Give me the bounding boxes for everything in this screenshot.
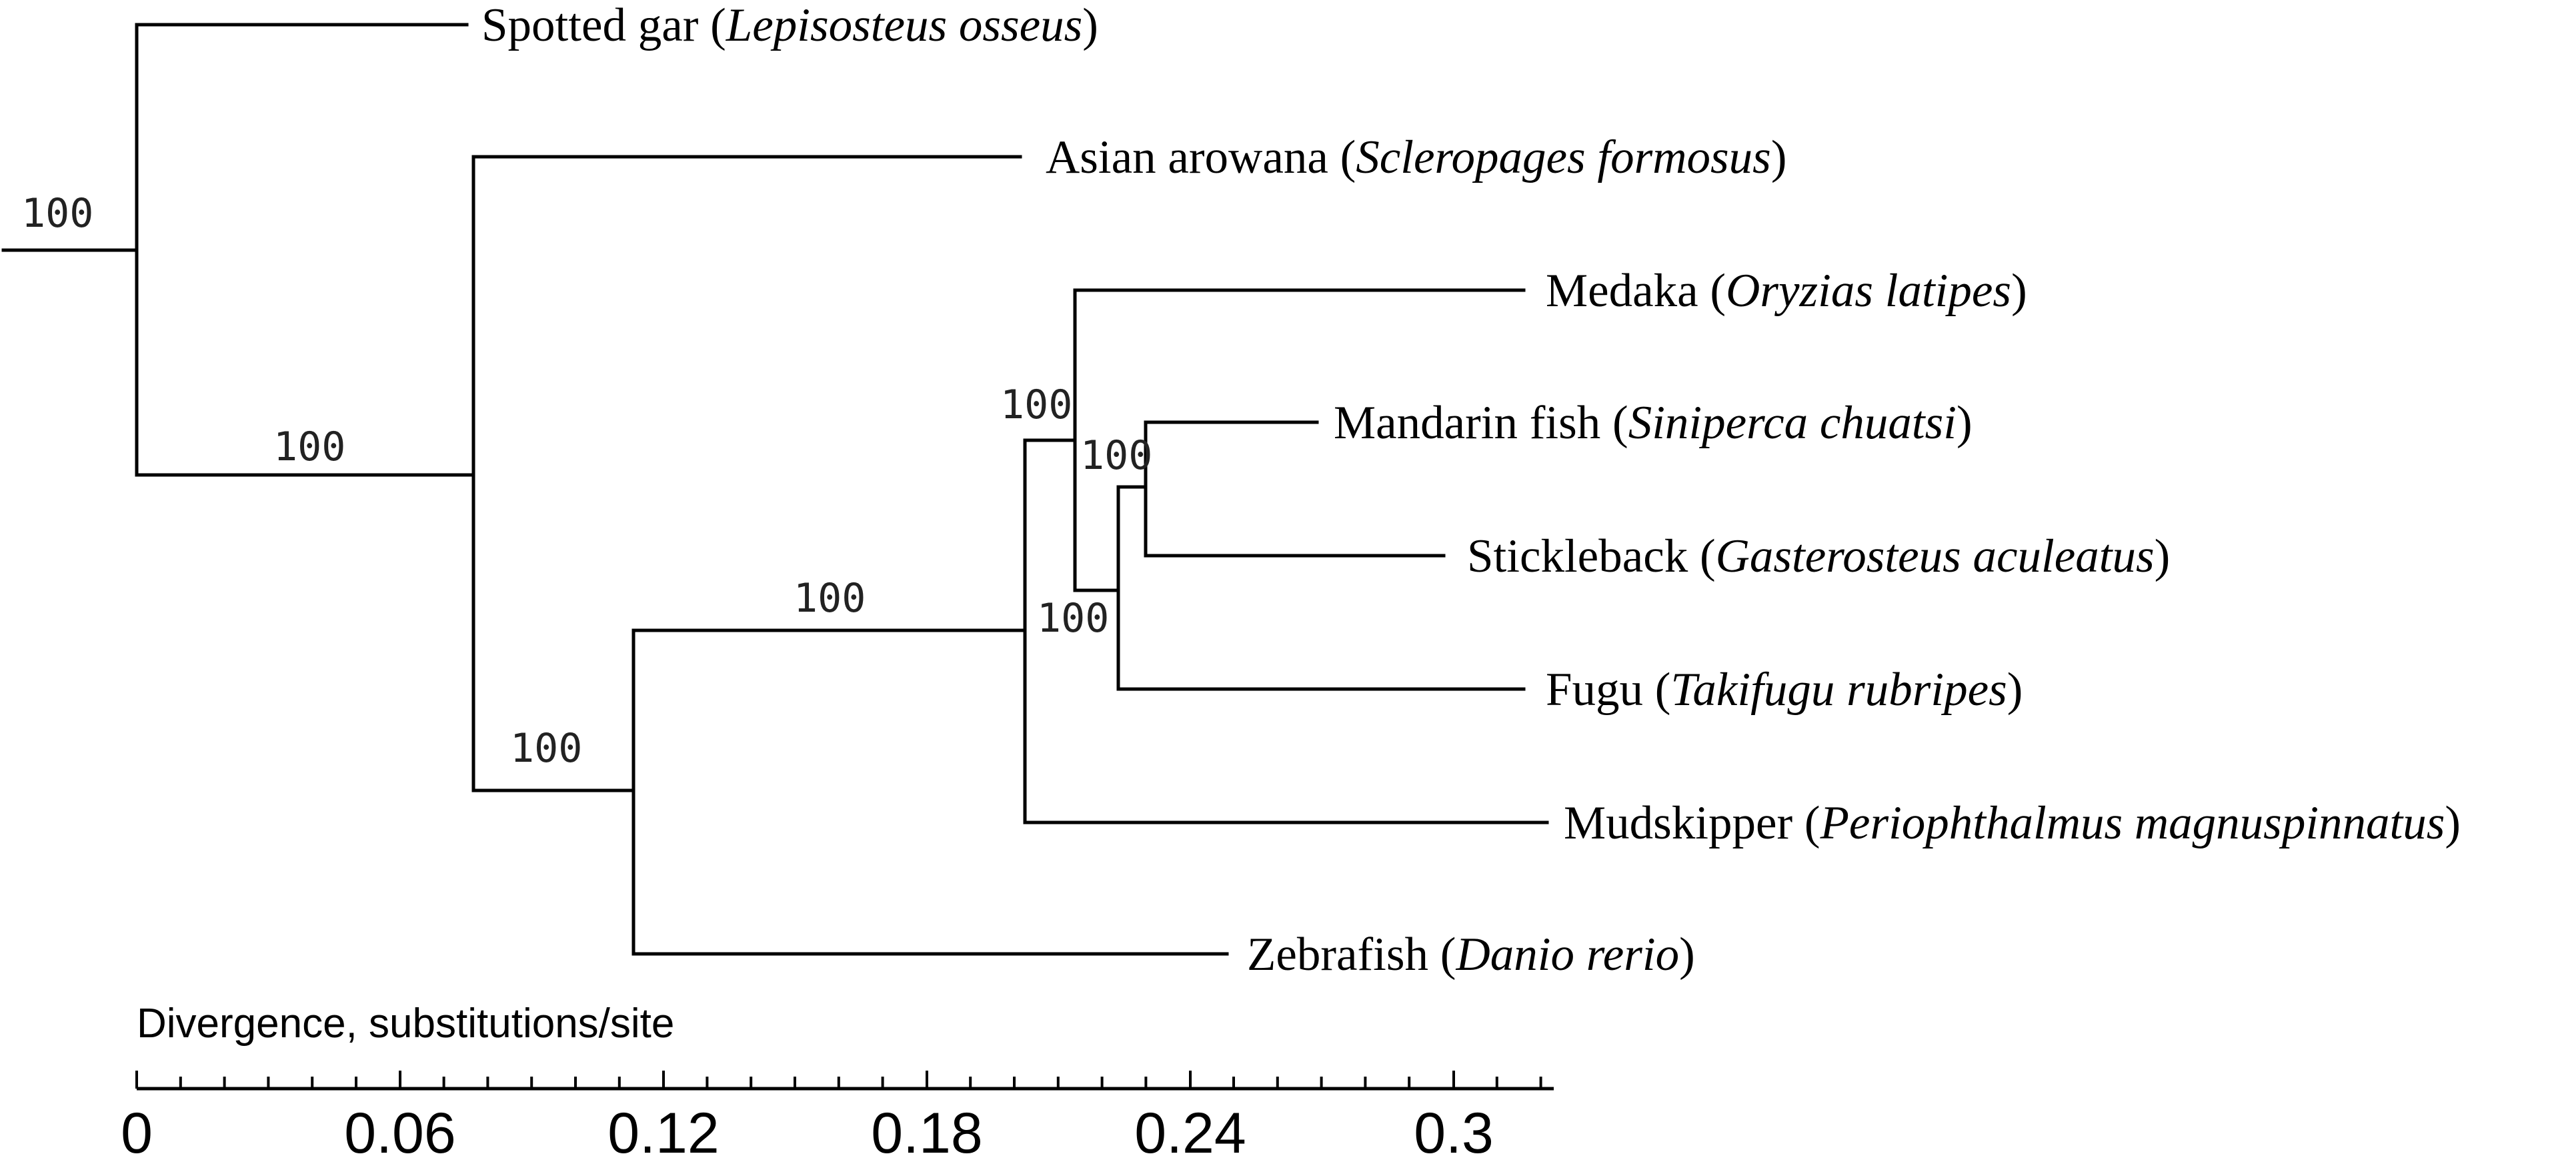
leaf-label-mudskipper: Mudskipper (Periophthalmus magnuspinnatu… <box>1564 797 2461 849</box>
support-value-clupeocephala: 100 <box>510 725 582 772</box>
tick-label: 0.12 <box>607 1101 719 1158</box>
tick-label: 0.24 <box>1134 1101 1246 1158</box>
leaf-labels: Spotted gar (Lepisosteus osseus) Asian a… <box>481 0 2461 981</box>
support-value-teleosts: 100 <box>273 424 345 470</box>
tick-label: 0 <box>121 1101 153 1158</box>
support-value-mandarin-stickleback: 100 <box>1080 432 1152 479</box>
tick-label: 0.06 <box>344 1101 455 1158</box>
support-value-percomorphs: 100 <box>794 575 866 622</box>
support-value-inner: 100 <box>1000 382 1072 428</box>
leaf-label-fugu: Fugu (Takifugu rubripes) <box>1546 664 2023 716</box>
leaf-label-spotted-gar: Spotted gar (Lepisosteus osseus) <box>481 0 1098 51</box>
support-value-root: 100 <box>21 190 93 237</box>
leaf-label-zebrafish: Zebrafish (Danio rerio) <box>1247 929 1695 981</box>
scale-bar-minor-ticks <box>179 1077 1542 1089</box>
scale-bar-title: Divergence, substitutions/site <box>137 1001 674 1047</box>
tree-branches <box>1 23 1549 956</box>
leaf-label-mandarin-fish: Mandarin fish (Siniperca chuatsi) <box>1334 397 1973 449</box>
support-values: 100 100 100 100 100 100 100 <box>21 190 1152 772</box>
leaf-label-asian-arowana: Asian arowana (Scleropages formosus) <box>1046 131 1786 183</box>
scale-bar-major-ticks <box>135 1071 1455 1089</box>
leaf-label-stickleback: Stickleback (Gasterosteus aculeatus) <box>1467 530 2170 582</box>
support-value-fugu-clade: 100 <box>1037 595 1109 642</box>
tick-label: 0.18 <box>871 1101 982 1158</box>
scale-bar: Divergence, substitutions/site 0 0.06 0.… <box>121 1001 1554 1158</box>
tick-label: 0.3 <box>1414 1101 1494 1158</box>
leaf-label-medaka: Medaka (Oryzias latipes) <box>1546 265 2027 317</box>
